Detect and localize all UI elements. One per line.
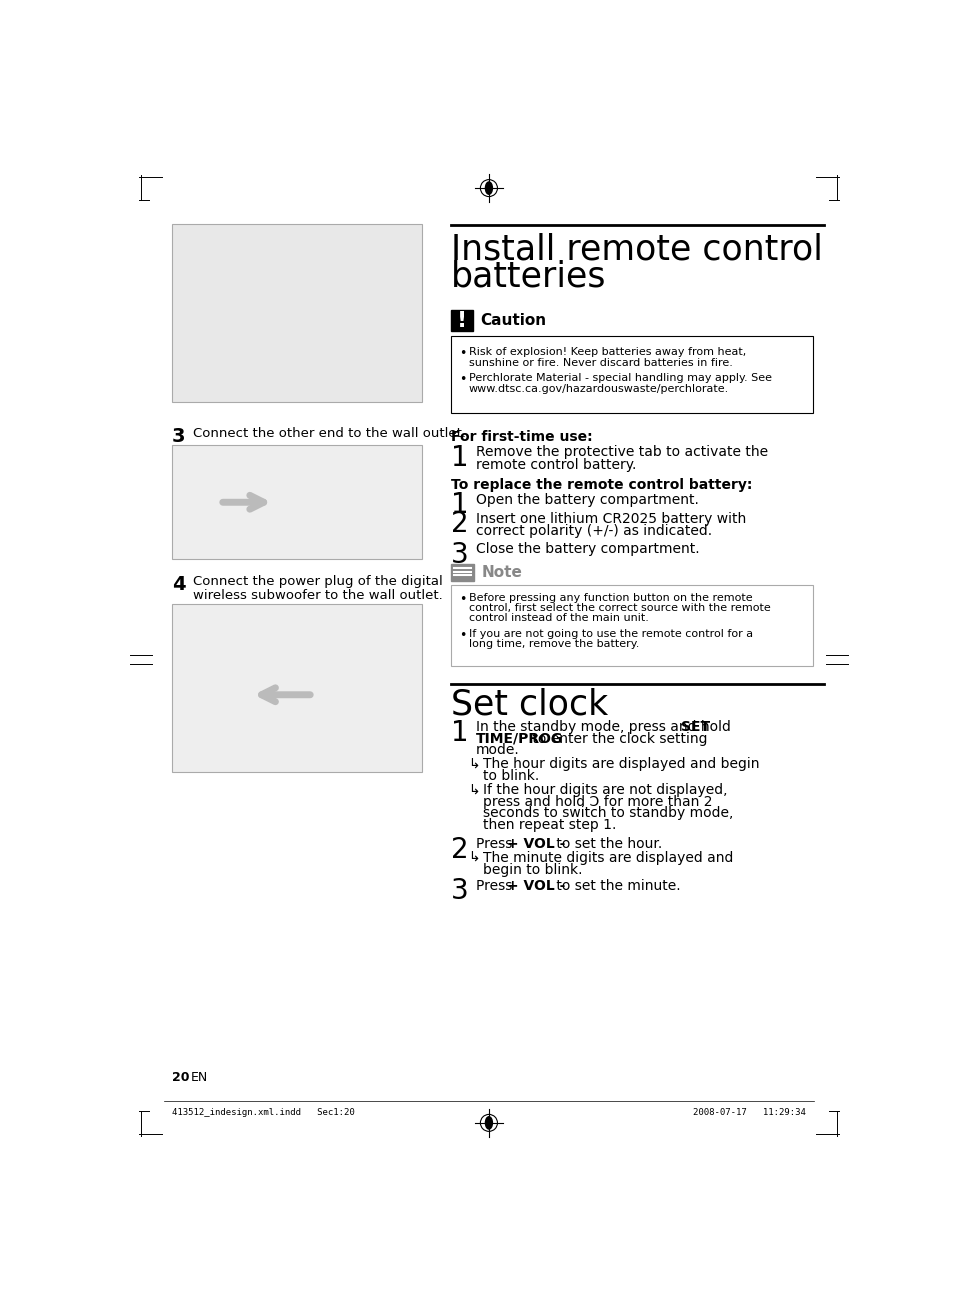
Text: to enter the clock setting: to enter the clock setting [528, 732, 707, 746]
Text: Connect the power plug of the digital: Connect the power plug of the digital [193, 575, 442, 588]
Text: Connect the other end to the wall outlet.: Connect the other end to the wall outlet… [193, 427, 465, 440]
Text: 1: 1 [451, 719, 468, 746]
Text: + VOL -: + VOL - [506, 837, 564, 851]
Text: 3: 3 [172, 427, 185, 445]
Text: 2: 2 [451, 510, 468, 537]
Text: SET: SET [680, 720, 709, 735]
Text: + VOL -: + VOL - [506, 879, 564, 893]
Text: Close the battery compartment.: Close the battery compartment. [476, 543, 699, 557]
Text: sunshine or fire. Never discard batteries in fire.: sunshine or fire. Never discard batterie… [468, 357, 732, 367]
Text: In the standby mode, press and hold: In the standby mode, press and hold [476, 720, 734, 735]
Text: ↳: ↳ [468, 757, 479, 771]
Text: Before pressing any function button on the remote: Before pressing any function button on t… [468, 593, 752, 604]
Bar [451, 310, 472, 331]
Text: 20: 20 [172, 1071, 190, 1084]
Text: wireless subwoofer to the wall outlet.: wireless subwoofer to the wall outlet. [193, 589, 442, 602]
Text: •: • [458, 373, 466, 386]
Ellipse shape [485, 1116, 492, 1129]
Bar [451, 563, 474, 580]
Text: If you are not going to use the remote control for a: If you are not going to use the remote c… [468, 628, 752, 639]
Text: To replace the remote control battery:: To replace the remote control battery: [451, 478, 752, 492]
Text: 1: 1 [451, 492, 468, 519]
Bar [172, 604, 421, 772]
Text: to set the hour.: to set the hour. [551, 837, 661, 851]
Text: Remove the protective tab to activate the: Remove the protective tab to activate th… [476, 445, 767, 459]
Text: 4: 4 [172, 575, 186, 594]
Text: Caution: Caution [480, 313, 546, 328]
Text: Install remote control: Install remote control [451, 232, 821, 267]
Text: •: • [458, 347, 466, 360]
Text: control, first select the correct source with the remote: control, first select the correct source… [468, 604, 770, 613]
Text: Risk of explosion! Keep batteries away from heat,: Risk of explosion! Keep batteries away f… [468, 347, 745, 357]
Text: 1: 1 [451, 444, 468, 471]
Text: www.dtsc.ca.gov/hazardouswaste/perchlorate.: www.dtsc.ca.gov/hazardouswaste/perchlora… [468, 384, 728, 393]
Text: Press: Press [476, 837, 516, 851]
Text: 413512_indesign.xml.indd   Sec1:20: 413512_indesign.xml.indd Sec1:20 [172, 1108, 355, 1118]
Text: The hour digits are displayed and begin: The hour digits are displayed and begin [483, 757, 760, 771]
Text: press and hold Ɔ for more than 2: press and hold Ɔ for more than 2 [483, 794, 712, 809]
Bar [172, 445, 421, 559]
Text: 2008-07-17   11:29:34: 2008-07-17 11:29:34 [692, 1108, 805, 1118]
Text: 2: 2 [451, 836, 468, 863]
Text: ↳: ↳ [468, 783, 479, 797]
Bar [172, 223, 421, 402]
Text: !: ! [456, 310, 466, 331]
Text: Set clock: Set clock [451, 688, 608, 722]
Text: Open the battery compartment.: Open the battery compartment. [476, 493, 698, 508]
Text: Insert one lithium CR2025 battery with: Insert one lithium CR2025 battery with [476, 511, 745, 526]
Text: If the hour digits are not displayed,: If the hour digits are not displayed, [483, 783, 727, 797]
Text: then repeat step 1.: then repeat step 1. [483, 818, 617, 832]
Bar [451, 336, 812, 413]
Text: Note: Note [481, 565, 522, 580]
Text: correct polarity (+/-) as indicated.: correct polarity (+/-) as indicated. [476, 524, 711, 537]
Text: •: • [458, 593, 466, 606]
Text: mode.: mode. [476, 744, 519, 757]
Text: seconds to switch to standby mode,: seconds to switch to standby mode, [483, 806, 733, 820]
Text: 3: 3 [451, 541, 468, 569]
Text: to blink.: to blink. [483, 768, 539, 783]
Text: •: • [458, 628, 466, 641]
Text: Press: Press [476, 879, 516, 893]
Text: The minute digits are displayed and: The minute digits are displayed and [483, 851, 733, 864]
Text: control instead of the main unit.: control instead of the main unit. [468, 613, 648, 623]
Text: long time, remove the battery.: long time, remove the battery. [468, 639, 639, 649]
Text: EN: EN [191, 1071, 208, 1084]
Text: Perchlorate Material - special handling may apply. See: Perchlorate Material - special handling … [468, 373, 771, 383]
Ellipse shape [485, 182, 492, 195]
Text: TIME/PROG: TIME/PROG [476, 732, 562, 746]
Text: batteries: batteries [451, 260, 606, 293]
Text: For first-time use:: For first-time use: [451, 430, 592, 444]
Text: to set the minute.: to set the minute. [551, 879, 679, 893]
Text: remote control battery.: remote control battery. [476, 458, 636, 471]
Text: 3: 3 [451, 877, 468, 905]
Text: begin to blink.: begin to blink. [483, 863, 582, 876]
Bar [451, 585, 812, 666]
Text: ↳: ↳ [468, 851, 479, 864]
